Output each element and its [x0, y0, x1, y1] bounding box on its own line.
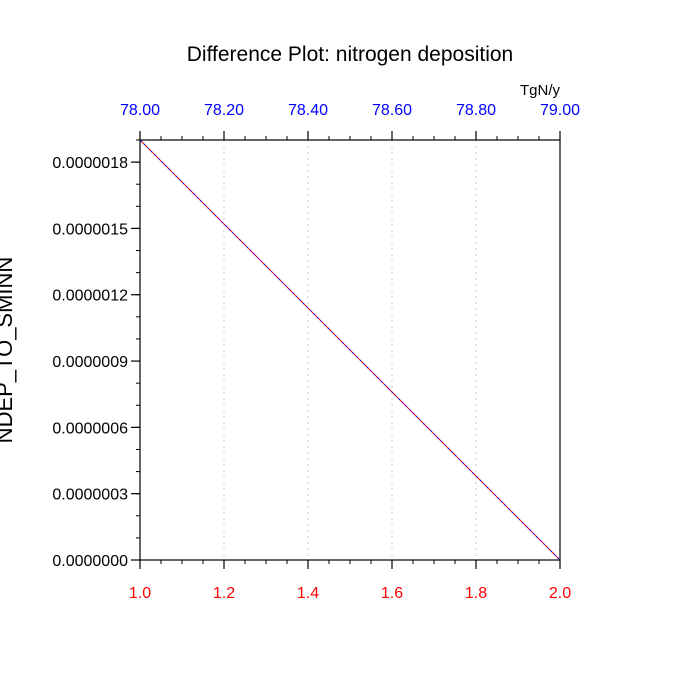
top-x-tick-label: 78.80 [456, 102, 496, 119]
chart-title: Difference Plot: nitrogen deposition [187, 43, 513, 66]
y-tick-label: 0.0000015 [52, 221, 128, 238]
top-x-tick-label: 78.40 [288, 102, 328, 119]
series-line [139, 139, 561, 561]
top-axis-units: TgN/y [520, 82, 561, 99]
grid-lines [223, 140, 477, 560]
y-tick-label: 0.0000006 [52, 420, 128, 437]
plot-frame [139, 139, 561, 561]
x-tick-label: 1.8 [465, 585, 487, 602]
y-tick-label: 0.0000012 [52, 288, 128, 305]
y-axis-label: NDEP_TO_SMINN [0, 257, 17, 444]
top-x-tick-label: 78.60 [372, 102, 412, 119]
y-tick-label: 0.0000009 [52, 354, 128, 371]
axes: 1.0 1.2 1.4 1.6 1.8 2.0 78.00 78.20 78.40 78.60 78… [52, 102, 580, 602]
y-tick-label: 0.0000003 [52, 487, 128, 504]
data-series [139, 139, 561, 561]
x-tick-label: 1.6 [381, 585, 403, 602]
x-tick-label: 1.4 [297, 585, 319, 602]
x-tick-label: 2.0 [549, 585, 571, 602]
series-line [139, 139, 561, 561]
x-tick-label: 1.2 [213, 585, 235, 602]
x-tick-label: 1.0 [129, 585, 151, 602]
top-x-tick-label: 78.20 [204, 102, 244, 119]
y-tick-label: 0.0000018 [52, 155, 128, 172]
top-x-tick-label: 79.00 [540, 102, 580, 119]
top-x-tick-label: 78.00 [120, 102, 160, 119]
y-tick-label: 0.0000000 [52, 553, 128, 570]
